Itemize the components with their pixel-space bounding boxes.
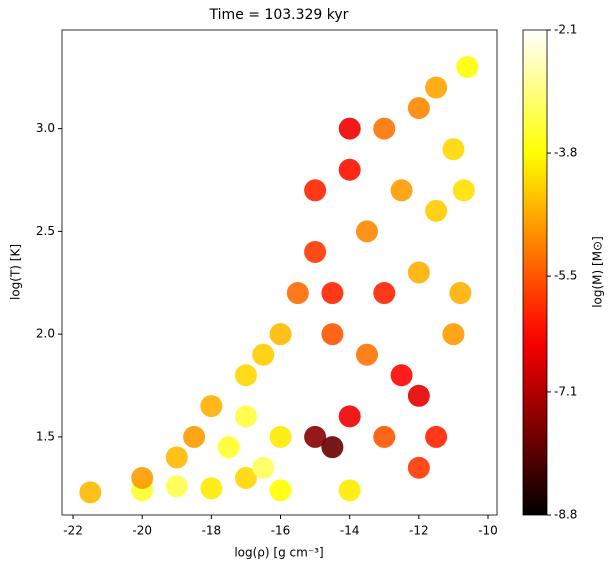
y-tick-label: 3.0 <box>36 121 55 135</box>
point <box>304 179 327 202</box>
point <box>321 282 344 305</box>
point <box>373 425 396 448</box>
colorbar-tick-label: -7.1 <box>554 384 577 398</box>
point <box>217 436 240 459</box>
point <box>373 117 396 140</box>
point <box>269 323 292 346</box>
colorbar-tick-label: -2.1 <box>554 23 577 37</box>
x-tick-label: -18 <box>202 524 222 538</box>
point <box>338 405 361 428</box>
point <box>252 343 275 366</box>
point <box>456 55 479 78</box>
point <box>234 467 257 490</box>
point <box>131 467 154 490</box>
point <box>165 446 188 469</box>
point <box>79 481 102 504</box>
point <box>183 425 206 448</box>
colorbar-tick-label: -5.5 <box>554 269 577 283</box>
colorbar-tick-label: -8.8 <box>554 508 577 522</box>
point <box>390 179 413 202</box>
colorbar-tick-label: -3.8 <box>554 146 577 160</box>
y-axis-label: log(T) [K] <box>9 244 23 300</box>
point <box>407 384 430 407</box>
point <box>425 199 448 222</box>
point <box>338 117 361 140</box>
point <box>425 76 448 99</box>
point <box>338 158 361 181</box>
x-tick-label: -22 <box>63 524 83 538</box>
point <box>321 436 344 459</box>
point <box>269 479 292 502</box>
point <box>200 477 223 500</box>
point <box>200 395 223 418</box>
x-tick-label: -16 <box>271 524 291 538</box>
point <box>321 323 344 346</box>
y-tick-label: 1.5 <box>36 429 55 443</box>
point <box>407 456 430 479</box>
x-tick-label: -14 <box>340 524 360 538</box>
y-tick-label: 2.0 <box>36 327 55 341</box>
point <box>452 179 475 202</box>
y-tick-label: 2.5 <box>36 224 55 238</box>
plot-frame <box>61 29 498 516</box>
point <box>304 240 327 263</box>
x-tick-label: -10 <box>478 524 498 538</box>
point <box>449 282 472 305</box>
point <box>355 343 378 366</box>
colorbar <box>522 29 548 516</box>
point <box>252 456 275 479</box>
point <box>390 364 413 387</box>
x-tick-label: -20 <box>132 524 152 538</box>
colorbar-label: log(M) [M⊙] <box>591 236 605 308</box>
x-axis-label: log(ρ) [g cm⁻³] <box>234 546 323 560</box>
point <box>234 405 257 428</box>
point <box>304 425 327 448</box>
point <box>407 261 430 284</box>
point <box>373 282 396 305</box>
point <box>234 364 257 387</box>
x-tick-label: -12 <box>409 524 429 538</box>
point <box>425 425 448 448</box>
point <box>286 282 309 305</box>
chart-title: Time = 103.329 kyr <box>209 7 349 23</box>
point <box>269 425 292 448</box>
point <box>442 323 465 346</box>
point <box>355 220 378 243</box>
point <box>442 138 465 161</box>
point <box>407 97 430 120</box>
point <box>165 475 188 498</box>
point <box>338 479 361 502</box>
